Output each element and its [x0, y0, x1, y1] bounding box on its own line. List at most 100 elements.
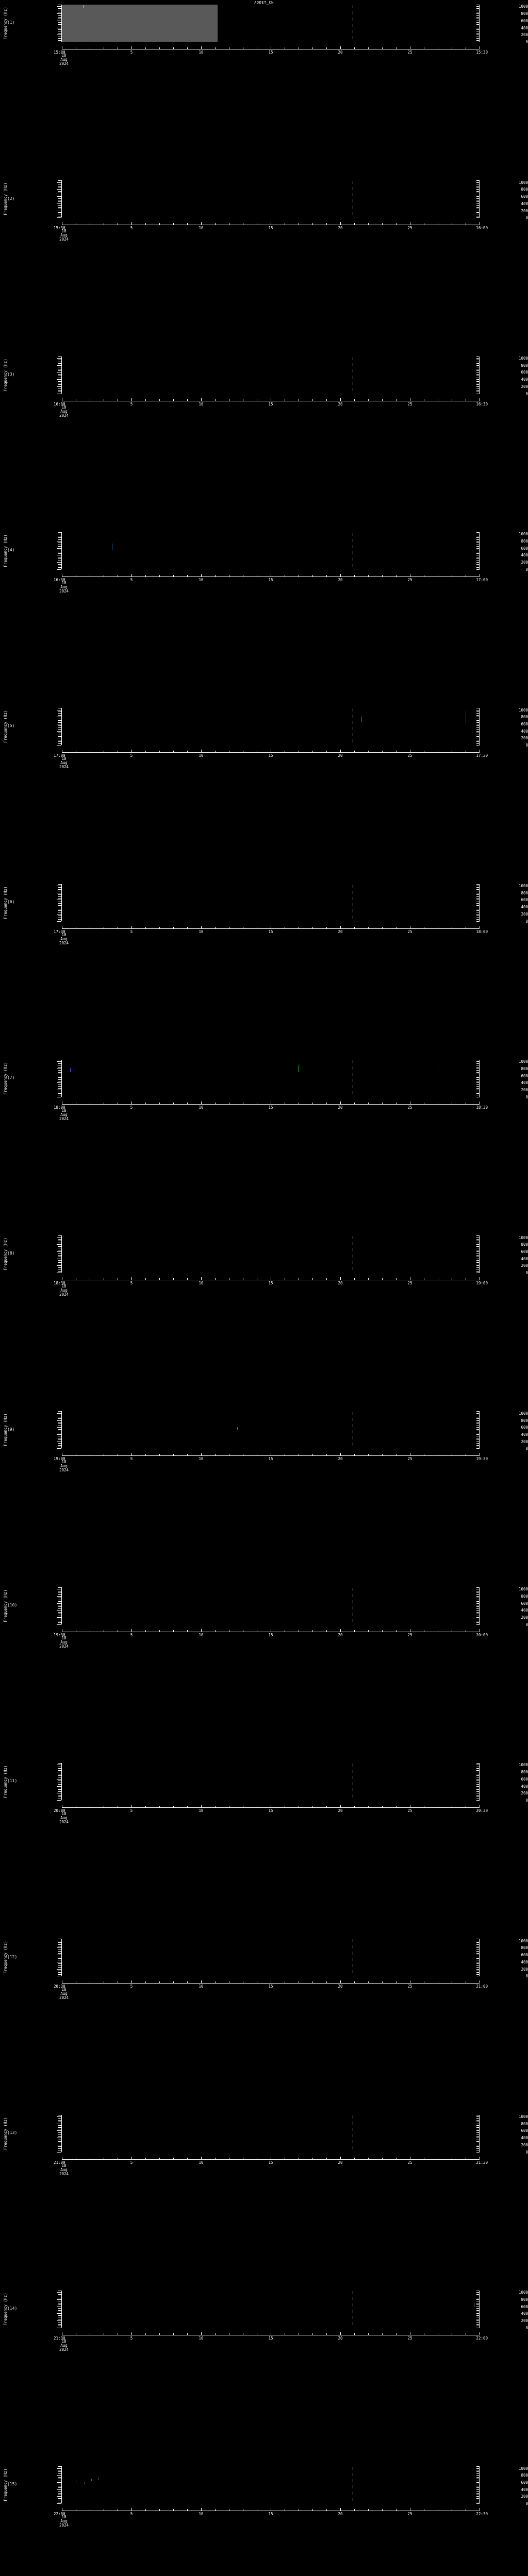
y-tick-label: 200 [521, 208, 528, 213]
y-tick-minor [58, 1260, 61, 1261]
y-tick-major [57, 1947, 61, 1948]
y-tick-label: 1000 [518, 532, 528, 537]
y-tick-minor [58, 370, 61, 371]
y-tick-right [476, 2313, 480, 2314]
y-tick-right [476, 1951, 480, 1952]
x-tick-label: 10 [199, 2335, 204, 2341]
y-tick-major [57, 2496, 61, 2497]
y-tick-minor [58, 40, 61, 41]
y-tick-right [476, 1969, 480, 1970]
y-tick-label: 200 [521, 2318, 528, 2324]
y-tick-right [476, 2136, 480, 2137]
x-tick-major [201, 2156, 202, 2159]
y-tick-label: 400 [521, 905, 528, 910]
y-tick-label: 400 [521, 2136, 528, 2141]
x-tick-minor [187, 2333, 188, 2335]
y-tick-right [476, 887, 480, 888]
panel-end-time: 18:30 [476, 1105, 488, 1110]
y-tick-label: 0 [525, 1798, 528, 1803]
plot-area[interactable] [62, 1587, 480, 1624]
y-tick-major [57, 2116, 61, 2117]
y-tick-right [476, 905, 480, 906]
y-axis-title: Frequency (Hz) [3, 2293, 8, 2326]
y-axis-title: Frequency (Hz) [3, 358, 8, 392]
x-tick-label: 25 [407, 1632, 412, 1637]
y-tick-minor [58, 2304, 61, 2306]
x-tick-label: 5 [130, 1808, 133, 1813]
plot-area[interactable] [62, 2114, 480, 2152]
y-tick-major [57, 1413, 61, 1414]
y-tick-right [476, 2493, 480, 2494]
y-tick-right [476, 722, 480, 723]
x-tick-minor [312, 1981, 313, 1984]
plot-area[interactable] [62, 708, 480, 745]
x-tick-minor [159, 1630, 160, 1632]
plot-area[interactable] [62, 2466, 480, 2504]
x-tick-minor [187, 2509, 188, 2511]
y-tick-label: 600 [521, 1425, 528, 1430]
plot-area[interactable] [62, 1411, 480, 1449]
x-tick-minor [326, 1278, 327, 1280]
axis-date-line: 2024 [59, 1468, 69, 1473]
y-tick-major [57, 379, 61, 380]
y-tick-minor [58, 2493, 61, 2494]
y-tick-right [476, 182, 480, 183]
y-axis-title: Frequency (Hz) [3, 1238, 8, 1270]
plot-area[interactable] [62, 2290, 480, 2328]
y-tick-minor [58, 2136, 61, 2137]
right-axis-spine [479, 532, 480, 569]
y-tick-right [476, 1265, 480, 1266]
y-tick-minor [58, 1775, 61, 1776]
y-tick-label: 400 [521, 201, 528, 206]
x-axis-spine [62, 1807, 480, 1808]
x-tick-minor [396, 574, 397, 577]
plot-area[interactable] [62, 532, 480, 569]
y-tick-right [476, 189, 480, 190]
y-tick-minor [58, 1235, 61, 1236]
axis-date-stack: 18 Aug 2024 [59, 1988, 69, 2000]
data-coverage-band [62, 5, 218, 42]
y-tick-right [476, 1267, 480, 1268]
y-tick-minor [58, 727, 61, 728]
plot-area[interactable] [62, 1235, 480, 1273]
x-tick-major [131, 1453, 132, 1456]
y-tick-minor [58, 185, 61, 187]
y-tick-minor [58, 1267, 61, 1268]
y-tick-minor [58, 546, 61, 547]
plot-area[interactable] [62, 180, 480, 218]
plot-area[interactable] [62, 5, 480, 42]
x-tick-minor [368, 1981, 369, 1984]
panel-end-time: 15:30 [476, 50, 488, 55]
plot-area[interactable] [62, 1059, 480, 1097]
x-tick-major [201, 46, 202, 49]
x-tick-minor [326, 926, 327, 928]
y-tick-major [57, 1427, 61, 1428]
detection-mark [361, 716, 362, 722]
y-tick-right [476, 2148, 480, 2149]
y-tick-minor [58, 1953, 61, 1954]
plot-area[interactable] [62, 356, 480, 394]
x-tick-minor [173, 751, 174, 753]
axis-date-stack: 18 Aug 2024 [59, 1108, 69, 1121]
y-tick-major [57, 2489, 61, 2490]
y-tick-label: 1000 [518, 1938, 528, 1943]
plot-area[interactable] [62, 1939, 480, 1976]
y-tick-right [476, 553, 480, 554]
y-axis-spine [61, 532, 62, 569]
plot-area[interactable] [62, 884, 480, 921]
x-tick-minor [187, 1981, 188, 1984]
x-tick-major [340, 1277, 341, 1280]
y-axis-spine [61, 356, 62, 394]
y-tick-right [476, 539, 480, 540]
y-tick-right [476, 727, 480, 728]
y-tick-minor [58, 8, 61, 9]
y-tick-right [476, 363, 480, 364]
plot-area[interactable] [62, 1763, 480, 1800]
y-tick-right [476, 910, 480, 911]
x-tick-minor [368, 574, 369, 577]
y-tick-major [57, 13, 61, 14]
y-tick-right [476, 381, 480, 382]
y-tick-minor [58, 736, 61, 737]
y-axis-spine [61, 708, 62, 745]
y-tick-minor [58, 2146, 61, 2147]
